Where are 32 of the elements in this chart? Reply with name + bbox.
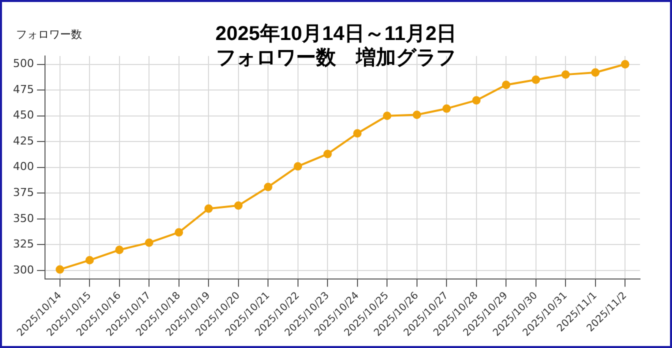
point [353, 129, 362, 138]
point [85, 256, 94, 264]
point [532, 76, 540, 84]
point [294, 162, 302, 171]
point [204, 204, 213, 213]
y-tick-label: 500 [12, 57, 34, 70]
y-tick-label: 450 [12, 108, 34, 122]
point [382, 112, 392, 120]
point [144, 238, 154, 247]
point [115, 246, 124, 254]
y-tick-label: 425 [12, 134, 34, 148]
y-tick-label: 400 [12, 160, 34, 174]
point [620, 60, 630, 68]
point [591, 68, 600, 77]
point [174, 228, 184, 237]
y-tick-label: 325 [12, 238, 34, 251]
point [323, 150, 332, 158]
y-tick-label: 350 [12, 212, 34, 225]
point [561, 70, 570, 79]
chart-subtitle: フォロワー数 増加グラフ [216, 47, 456, 69]
point [442, 104, 451, 113]
y-tick-label: 475 [12, 82, 34, 96]
y-tick-label: 300 [12, 263, 34, 276]
point [56, 265, 64, 274]
point [412, 110, 422, 119]
point [472, 96, 481, 105]
point [234, 201, 243, 210]
point [264, 182, 272, 192]
y-axis-title: フォロワー数 [16, 27, 82, 42]
chart-title: 2025年10月14日～11月2日 [215, 23, 457, 45]
y-tick-label: 375 [12, 186, 34, 200]
point [502, 80, 510, 90]
